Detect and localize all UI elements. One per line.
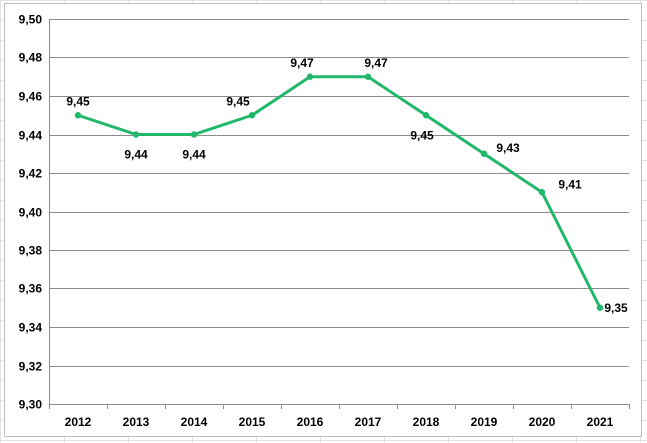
y-tick-label: 9,36 bbox=[19, 282, 43, 296]
data-point[interactable] bbox=[306, 73, 314, 80]
series-line bbox=[77, 75, 602, 309]
data-label: 9,44 bbox=[124, 148, 148, 162]
data-point[interactable] bbox=[538, 189, 546, 196]
y-tick-label: 9,50 bbox=[19, 13, 43, 27]
data-point[interactable] bbox=[480, 150, 488, 157]
x-tick-label: 2013 bbox=[123, 415, 150, 429]
data-label: 9,45 bbox=[410, 128, 434, 142]
x-tick-label: 2018 bbox=[413, 415, 440, 429]
x-tick-label: 2016 bbox=[297, 415, 324, 429]
x-tick-label: 2020 bbox=[529, 415, 556, 429]
data-point[interactable] bbox=[596, 304, 604, 311]
data-point[interactable] bbox=[364, 73, 372, 80]
y-tick-label: 9,30 bbox=[19, 398, 43, 412]
y-axis-tick-labels: 9,30 9,32 9,34 9,36 9,38 9,40 9,42 9,44 9,46 9,48… bbox=[19, 13, 43, 412]
data-label: 9,47 bbox=[364, 56, 388, 70]
data-label: 9,35 bbox=[604, 301, 628, 315]
data-label: 9,41 bbox=[558, 177, 582, 191]
data-point[interactable] bbox=[132, 131, 140, 138]
data-point[interactable] bbox=[190, 131, 198, 138]
data-label: 9,47 bbox=[290, 56, 314, 70]
x-tick-label: 2014 bbox=[181, 415, 208, 429]
series-line-0 bbox=[77, 75, 602, 309]
grid-lines bbox=[49, 19, 629, 405]
y-tick-label: 9,48 bbox=[19, 51, 43, 65]
data-label: 9,44 bbox=[182, 148, 206, 162]
y-tick-label: 9,38 bbox=[19, 244, 43, 258]
data-point[interactable] bbox=[422, 112, 430, 119]
data-label: 9,43 bbox=[496, 141, 520, 155]
y-tick-label: 9,42 bbox=[19, 167, 43, 181]
x-tick-label: 2017 bbox=[355, 415, 382, 429]
y-tick-label: 9,46 bbox=[19, 90, 43, 104]
x-tick-label: 2019 bbox=[471, 415, 498, 429]
x-tick-label: 2015 bbox=[239, 415, 266, 429]
y-tick-label: 9,32 bbox=[19, 360, 43, 374]
data-labels: 9,45 9,44 9,44 9,45 9,47 9,47 9,45 9,43 9,41 9,35 bbox=[66, 56, 628, 315]
x-tick-label: 2021 bbox=[587, 415, 614, 429]
x-tick-label: 2012 bbox=[65, 415, 92, 429]
axes bbox=[49, 19, 630, 409]
y-tick-label: 9,44 bbox=[19, 129, 43, 143]
y-tick-label: 9,34 bbox=[19, 321, 43, 335]
y-tick-label: 9,40 bbox=[19, 206, 43, 220]
data-label: 9,45 bbox=[226, 94, 250, 108]
data-points bbox=[74, 73, 604, 311]
data-point[interactable] bbox=[248, 112, 256, 119]
data-point[interactable] bbox=[74, 112, 82, 119]
data-label: 9,45 bbox=[66, 94, 90, 108]
x-axis-tick-labels: 2012 2013 2014 2015 2016 2017 2018 2019 2020 2021 bbox=[65, 415, 614, 429]
